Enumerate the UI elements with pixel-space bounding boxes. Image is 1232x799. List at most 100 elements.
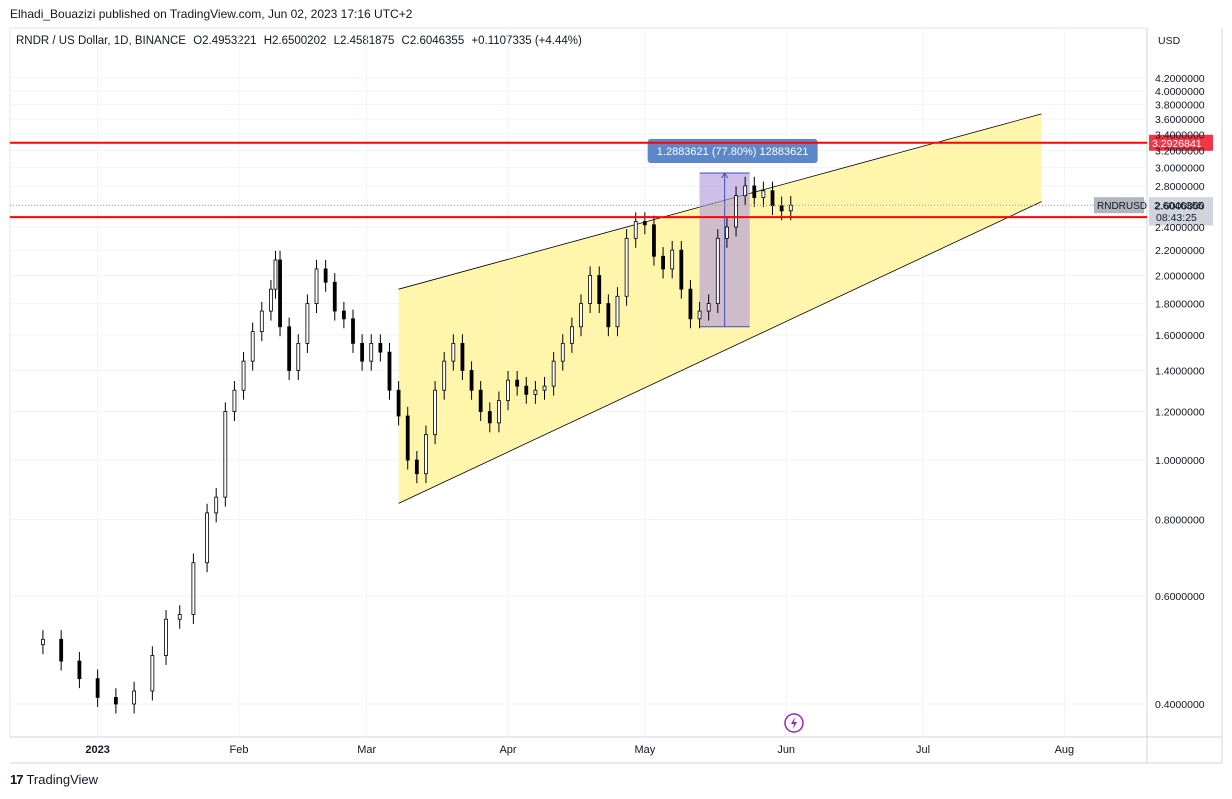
candle-body xyxy=(259,310,264,333)
symbol-tag xyxy=(1094,197,1144,214)
candle-body xyxy=(770,190,775,207)
lightning-bolt xyxy=(791,717,797,729)
x-tick-label: Aug xyxy=(1055,744,1075,756)
candle-body xyxy=(469,370,474,391)
candle-body xyxy=(624,237,629,297)
y-tick-label: 3.6000000 xyxy=(1155,114,1205,126)
candle-body xyxy=(323,268,328,283)
candle-body xyxy=(752,185,757,199)
candle-body xyxy=(761,190,766,199)
y-tick-label: 1.8000000 xyxy=(1155,299,1205,311)
candle-body xyxy=(442,360,447,391)
tradingview-brand[interactable]: 17 TradingView xyxy=(10,772,98,787)
candle-body xyxy=(551,360,556,387)
candle-body xyxy=(734,195,738,228)
x-tick-label: May xyxy=(634,744,655,756)
candle-body xyxy=(241,360,246,391)
candle-body xyxy=(287,326,292,371)
last-price-label: 2.6046355 xyxy=(1154,200,1204,212)
candle-body xyxy=(223,411,228,498)
channel-lower-line xyxy=(398,201,1042,504)
publisher-header: Elhadi_Bouazizi published on TradingView… xyxy=(10,7,413,21)
candle-body xyxy=(725,226,729,239)
candle-body xyxy=(205,512,209,564)
legend-high: H2.6500202 xyxy=(263,35,327,47)
candle-body xyxy=(177,614,182,620)
candles xyxy=(41,176,793,714)
candle-body xyxy=(341,310,346,320)
x-tick-label: Jul xyxy=(916,744,930,756)
candle-body xyxy=(396,389,401,417)
candle-body xyxy=(405,415,410,461)
candle-body xyxy=(788,204,793,212)
candle-body xyxy=(369,342,374,362)
candle-body xyxy=(542,385,547,391)
candle-body xyxy=(77,660,82,680)
candle-body xyxy=(451,342,456,362)
candle-body xyxy=(478,389,483,412)
candle-body xyxy=(360,342,365,362)
candle-body xyxy=(113,697,118,705)
tradingview-logo-icon: 17 xyxy=(10,772,24,787)
countdown-label: 08:43:25 xyxy=(1156,212,1197,224)
candle-body xyxy=(387,351,392,391)
candle-body xyxy=(214,496,219,514)
y-tick-label: 1.2000000 xyxy=(1155,407,1205,419)
legend-symbol[interactable]: RNDR / US Dollar, 1D, BINANCE xyxy=(16,35,186,47)
candle-body xyxy=(588,275,593,304)
candle-body xyxy=(487,411,492,424)
candle-body xyxy=(250,331,255,362)
candle-body xyxy=(515,379,520,387)
y-tick-label: 2.0000000 xyxy=(1155,271,1205,283)
legend-open: O2.4953221 xyxy=(193,35,257,47)
x-tick-label: Jun xyxy=(777,744,795,756)
candle-body xyxy=(191,562,196,615)
y-tick-label: 2.6000000 xyxy=(1155,201,1205,213)
candle-body xyxy=(560,342,565,362)
candle-body xyxy=(332,281,337,312)
candle-body xyxy=(232,389,237,412)
drawings: 1.2883621 (77.80%) 12883621 xyxy=(398,113,1042,504)
y-tick-label: 1.6000000 xyxy=(1155,330,1205,342)
candle-body xyxy=(95,678,100,698)
hline-price-label: 3.2926841 xyxy=(1152,138,1202,150)
candle-body xyxy=(697,310,702,320)
candle-body xyxy=(670,249,675,270)
hline-price-tag xyxy=(1149,134,1213,151)
candle-body xyxy=(615,295,620,328)
candle-body xyxy=(132,690,137,705)
candle-body xyxy=(569,326,574,344)
price-range-label: 1.2883621 (77.80%) 12883621 xyxy=(657,146,809,158)
y-tick-label: 3.2000000 xyxy=(1155,145,1205,157)
legend-low: L2.4581875 xyxy=(333,35,395,47)
candle-body xyxy=(524,385,529,395)
candle-body xyxy=(269,288,273,312)
candle-body xyxy=(633,221,638,239)
y-tick-label: 1.4000000 xyxy=(1155,365,1205,377)
y-tick-label: 1.0000000 xyxy=(1155,455,1205,467)
symbol-tag-label: RNDRUSD xyxy=(1097,201,1147,212)
y-tick-label: 3.4000000 xyxy=(1155,129,1205,141)
price-range-arrowhead xyxy=(721,171,729,179)
candle-body xyxy=(606,303,611,328)
x-tick-label: 2023 xyxy=(85,744,109,756)
y-tick-label: 2.4000000 xyxy=(1155,222,1205,234)
candle-body xyxy=(414,459,419,475)
candle-body xyxy=(296,342,301,371)
candle-body xyxy=(460,342,465,371)
candle-body xyxy=(314,268,319,304)
y-tick-label: 3.0000000 xyxy=(1155,163,1205,175)
y-tick-label: 0.8000000 xyxy=(1155,514,1205,526)
candle-body xyxy=(278,259,282,328)
candle-body xyxy=(305,303,310,344)
candle-body xyxy=(642,221,647,226)
candle-body xyxy=(497,400,501,424)
candle-body xyxy=(743,185,748,197)
overlays: 3.29268412.4903497RNDRUSD2.604635508:43:… xyxy=(10,134,1213,733)
candle-body xyxy=(273,259,278,290)
candle-body xyxy=(579,303,583,328)
y-tick-label: 2.8000000 xyxy=(1155,181,1205,193)
candle-body xyxy=(351,318,355,344)
